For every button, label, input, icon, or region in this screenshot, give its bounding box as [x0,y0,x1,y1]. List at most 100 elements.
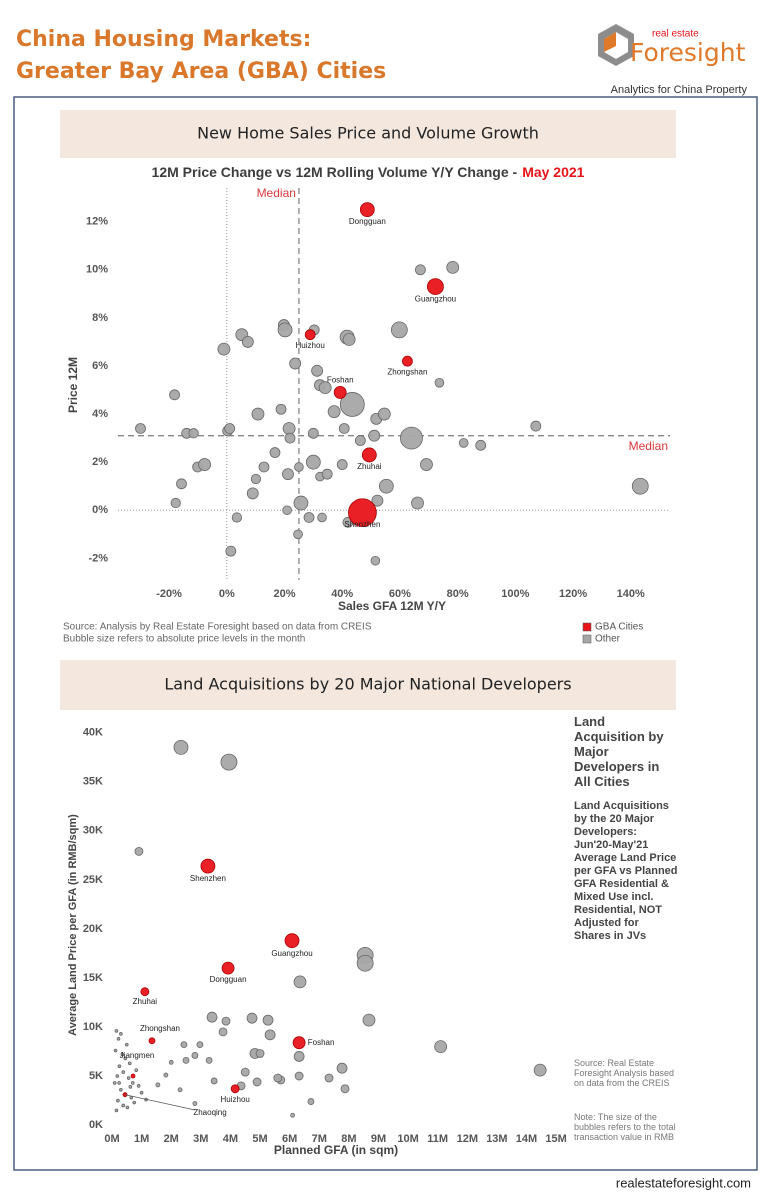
page-title: China Housing Markets: [16,27,311,52]
x-axis-title: Planned GFA (in sqm) [274,1143,398,1157]
point-label: Huizhou [220,1095,249,1104]
legend-label: GBA Cities [595,622,643,633]
bubble [282,468,294,481]
bubble [139,1090,144,1095]
side-text: Land Acquisitions by the 20 Major Develo… [574,800,678,942]
legend-label: Other [595,634,621,645]
bubble [475,439,487,451]
x-tick-label: 9M [371,1133,386,1145]
bubble [289,357,302,370]
bubble [290,1112,296,1118]
bubble [246,487,259,500]
point-label: Huizhou [295,341,324,350]
logo-icon [598,24,634,66]
bubble [127,1061,132,1066]
bubble [126,1076,131,1080]
bubble [262,1014,274,1026]
bubble [361,447,377,463]
bubble [292,1036,306,1050]
title-date: May 2021 [522,164,584,180]
bubble [114,1029,119,1033]
title-text: 12M Price Change vs 12M Rolling Volume Y… [152,164,518,180]
leader-line [124,1094,196,1111]
x-tick-label: -20% [156,588,182,600]
bubble [321,468,333,480]
y-tick-label: 8% [92,312,108,324]
bubble [420,458,433,471]
bubble [275,403,287,415]
bubble [277,322,293,338]
bubble [221,961,235,975]
bubble [135,423,146,434]
bubble [246,1012,258,1024]
x-tick-label: 4M [223,1133,238,1145]
bubble [333,386,347,399]
bubble [631,477,649,495]
chart-title: 12M Price Change vs 12M Rolling Volume Y… [152,164,585,180]
bubble [307,1098,315,1105]
bubble [169,389,180,401]
bubble [255,1049,265,1058]
footer: realestateforesight.com [616,1175,751,1190]
bubble [415,264,426,276]
bubble [191,1052,199,1059]
bubble [224,423,236,434]
bubble [125,1105,130,1110]
bubble [225,545,237,557]
x-tick-label: 0M [104,1133,119,1145]
y-tick-label: 2% [92,456,108,468]
bubble [458,438,469,448]
bubble [218,1027,228,1037]
y-tick-label: 40K [83,727,103,739]
y-axis-title: Average Land Price per GFA (in RMB/sqm) [67,814,79,1036]
bubble [136,1084,141,1088]
x-axis-title: Sales GFA 12M Y/Y [338,599,446,613]
bubble [293,975,307,989]
bubble [359,202,375,218]
point-label: Guangzhou [271,949,312,958]
x-tick-label: 0% [219,588,235,600]
bubble [427,278,444,295]
bubble [434,377,445,388]
point-label: Shenzhen [344,520,380,529]
bubble [327,405,341,419]
bubble [371,494,384,507]
bubble [180,1041,188,1049]
bubble [210,1077,218,1085]
bubble [196,1041,204,1049]
point-label: Foshan [327,376,354,385]
bubble [240,1067,250,1077]
x-tick-label: 5M [252,1133,267,1145]
x-tick-label: 40% [331,588,353,600]
bubble [132,1100,137,1105]
bubble [116,1036,121,1041]
bubble [168,1059,174,1065]
x-tick-label: 14M [516,1133,537,1145]
chart-heading: Land Acquisitions by 20 Major National D… [164,675,571,694]
bubble [304,329,316,341]
bubble [324,1073,334,1083]
bubble [115,1074,120,1078]
bubble [339,392,365,417]
bubble [128,1085,133,1089]
bubble [293,495,309,511]
bubble [400,426,423,450]
bubble [116,1098,120,1103]
bubble [123,1056,128,1061]
y-tick-label: 5K [89,1070,103,1082]
point-label: Dongguan [349,217,386,226]
bubble [114,1108,119,1113]
bubble [258,461,270,473]
bubble [217,342,231,356]
point-label: Zhaoqing [193,1108,226,1117]
bubble [130,1081,135,1085]
bubble [269,447,281,458]
x-tick-label: 12M [457,1133,478,1145]
bubble [200,858,216,874]
bubble [311,364,324,377]
x-tick-label: 7M [312,1133,327,1145]
x-tick-label: 6M [282,1133,297,1145]
point-label: Guangzhou [415,295,456,304]
x-tick-label: 80% [447,588,469,600]
